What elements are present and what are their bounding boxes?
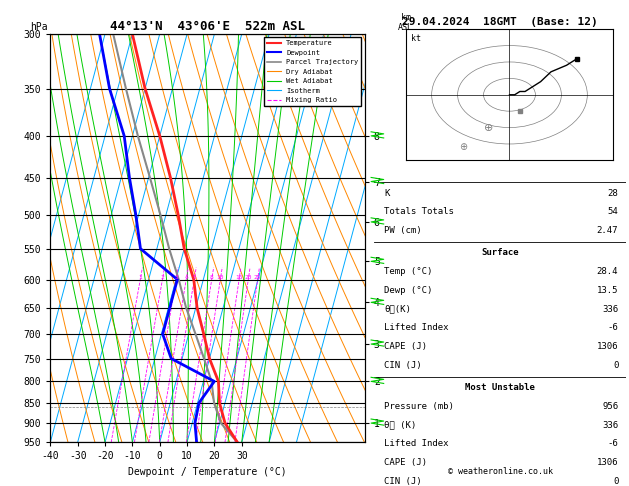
Text: 13.5: 13.5 <box>597 286 618 295</box>
Text: 10: 10 <box>216 275 224 279</box>
Text: © weatheronline.co.uk: © weatheronline.co.uk <box>448 468 552 476</box>
Text: Totals Totals: Totals Totals <box>384 208 454 216</box>
Text: ⊕: ⊕ <box>459 142 467 152</box>
Text: 25: 25 <box>254 275 262 279</box>
X-axis label: Dewpoint / Temperature (°C): Dewpoint / Temperature (°C) <box>128 467 287 477</box>
Text: 1: 1 <box>138 275 142 279</box>
Text: Temp (°C): Temp (°C) <box>384 267 433 276</box>
Text: θᴄ(K): θᴄ(K) <box>384 305 411 313</box>
Text: 29.04.2024  18GMT  (Base: 12): 29.04.2024 18GMT (Base: 12) <box>402 17 598 27</box>
Text: 0: 0 <box>613 361 618 370</box>
Text: Dewp (°C): Dewp (°C) <box>384 286 433 295</box>
Text: CAPE (J): CAPE (J) <box>384 458 427 467</box>
Text: -6: -6 <box>608 439 618 449</box>
Text: 2: 2 <box>160 275 164 279</box>
Text: 0: 0 <box>613 477 618 486</box>
Text: Surface: Surface <box>481 248 519 257</box>
Text: 1306: 1306 <box>597 342 618 351</box>
Text: ⊕: ⊕ <box>484 122 493 133</box>
Text: 2.47: 2.47 <box>597 226 618 235</box>
Text: CIN (J): CIN (J) <box>384 361 422 370</box>
Text: PW (cm): PW (cm) <box>384 226 422 235</box>
Text: Lifted Index: Lifted Index <box>384 323 449 332</box>
Text: Pressure (mb): Pressure (mb) <box>384 402 454 411</box>
Text: kt: kt <box>411 34 421 43</box>
Text: hPa: hPa <box>30 22 48 32</box>
Text: -6: -6 <box>608 323 618 332</box>
Text: 336: 336 <box>602 305 618 313</box>
Text: Most Unstable: Most Unstable <box>465 383 535 392</box>
Text: 3: 3 <box>174 275 178 279</box>
Text: CAPE (J): CAPE (J) <box>384 342 427 351</box>
Text: 956: 956 <box>602 402 618 411</box>
Text: 8: 8 <box>210 275 214 279</box>
Text: 16: 16 <box>235 275 243 279</box>
Text: θᴄ (K): θᴄ (K) <box>384 420 416 430</box>
Text: 20: 20 <box>245 275 252 279</box>
Text: 4: 4 <box>184 275 188 279</box>
Text: 54: 54 <box>608 208 618 216</box>
Text: 28: 28 <box>608 189 618 198</box>
Text: K: K <box>384 189 390 198</box>
Legend: Temperature, Dewpoint, Parcel Trajectory, Dry Adiabat, Wet Adiabat, Isotherm, Mi: Temperature, Dewpoint, Parcel Trajectory… <box>264 37 361 106</box>
Text: 336: 336 <box>602 420 618 430</box>
Text: CIN (J): CIN (J) <box>384 477 422 486</box>
Text: km
ASL: km ASL <box>398 13 413 32</box>
Title: 44°13'N  43°06'E  522m ASL: 44°13'N 43°06'E 522m ASL <box>110 20 305 33</box>
Text: 28.4: 28.4 <box>597 267 618 276</box>
Text: 5: 5 <box>192 275 196 279</box>
Text: 1306: 1306 <box>597 458 618 467</box>
Text: Lifted Index: Lifted Index <box>384 439 449 449</box>
